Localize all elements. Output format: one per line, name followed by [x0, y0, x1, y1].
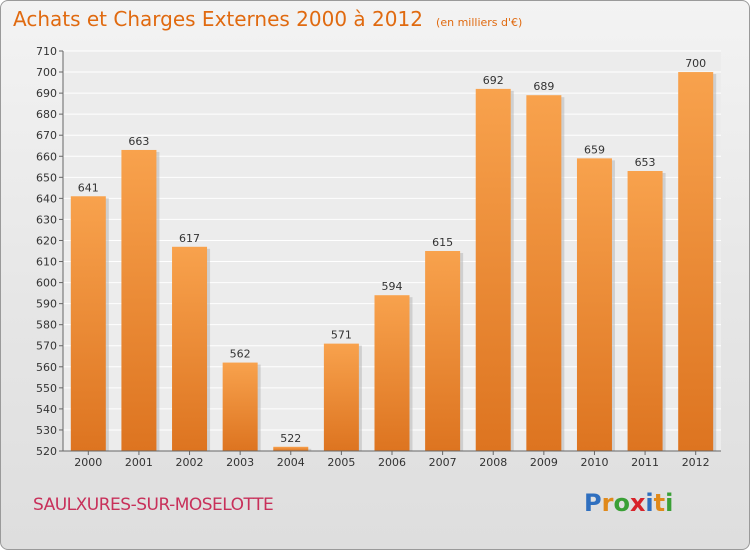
chart-title-block: Achats et Charges Externes 2000 à 2012 (… — [13, 7, 522, 31]
x-tick-label: 2010 — [580, 456, 608, 469]
data-label: 522 — [280, 432, 301, 445]
commune-name: SAULXURES-SUR-MOSELOTTE — [33, 495, 274, 515]
y-tick-label: 670 — [36, 129, 57, 142]
logo-letter: r — [601, 489, 614, 517]
logo-letter: i — [665, 489, 674, 517]
y-tick-label: 660 — [36, 150, 57, 163]
y-tick-label: 630 — [36, 213, 57, 226]
y-tick-label: 530 — [36, 424, 57, 437]
data-label: 692 — [483, 74, 504, 87]
data-label: 562 — [230, 348, 251, 361]
y-tick-label: 590 — [36, 298, 57, 311]
data-label: 571 — [331, 329, 352, 342]
x-tick-label: 2001 — [125, 456, 153, 469]
y-tick-label: 580 — [36, 319, 57, 332]
bar — [222, 362, 258, 451]
y-tick-label: 550 — [36, 382, 57, 395]
x-tick-label: 2000 — [74, 456, 102, 469]
y-tick-label: 680 — [36, 108, 57, 121]
data-label: 653 — [635, 156, 656, 169]
y-tick-label: 650 — [36, 171, 57, 184]
x-tick-label: 2003 — [226, 456, 254, 469]
x-tick-label: 2005 — [327, 456, 355, 469]
bar — [425, 251, 461, 451]
bar — [526, 95, 562, 452]
x-tick-label: 2007 — [429, 456, 457, 469]
data-label: 594 — [382, 280, 403, 293]
y-tick-label: 710 — [36, 45, 57, 58]
logo-letter: x — [629, 489, 646, 517]
bar — [576, 158, 612, 452]
bar — [374, 295, 410, 451]
x-tick-label: 2011 — [631, 456, 659, 469]
data-label: 663 — [128, 135, 149, 148]
logo-letter: i — [645, 489, 654, 517]
chart-subtitle: (en milliers d'€) — [436, 16, 523, 29]
bar — [172, 246, 208, 451]
bar — [627, 171, 663, 451]
data-label: 659 — [584, 143, 605, 156]
data-label: 689 — [533, 80, 554, 93]
data-label: 641 — [78, 181, 99, 194]
logo-letter: P — [584, 489, 602, 517]
y-tick-label: 600 — [36, 277, 57, 290]
y-tick-label: 560 — [36, 361, 57, 374]
y-tick-label: 690 — [36, 87, 57, 100]
x-tick-label: 2004 — [277, 456, 305, 469]
logo-letter: o — [613, 489, 630, 517]
bar — [70, 196, 106, 451]
y-tick-label: 620 — [36, 234, 57, 247]
chart-title: Achats et Charges Externes 2000 à 2012 — [13, 7, 423, 31]
y-tick-label: 700 — [36, 66, 57, 79]
y-tick-label: 520 — [36, 445, 57, 458]
bar — [323, 343, 359, 451]
x-tick-label: 2006 — [378, 456, 406, 469]
bar — [475, 88, 511, 451]
logo-letter: t — [653, 489, 666, 517]
x-tick-label: 2009 — [530, 456, 558, 469]
x-tick-label: 2008 — [479, 456, 507, 469]
x-tick-label: 2002 — [176, 456, 204, 469]
y-tick-label: 540 — [36, 403, 57, 416]
y-tick-label: 640 — [36, 192, 57, 205]
bar — [121, 149, 157, 451]
y-tick-label: 610 — [36, 256, 57, 269]
x-tick-label: 2012 — [682, 456, 710, 469]
bar — [678, 72, 714, 451]
data-label: 700 — [685, 57, 706, 70]
proxiti-logo: Proxiti — [584, 489, 673, 517]
data-label: 615 — [432, 236, 453, 249]
bar — [273, 446, 309, 451]
data-label: 617 — [179, 232, 200, 245]
y-tick-label: 570 — [36, 340, 57, 353]
